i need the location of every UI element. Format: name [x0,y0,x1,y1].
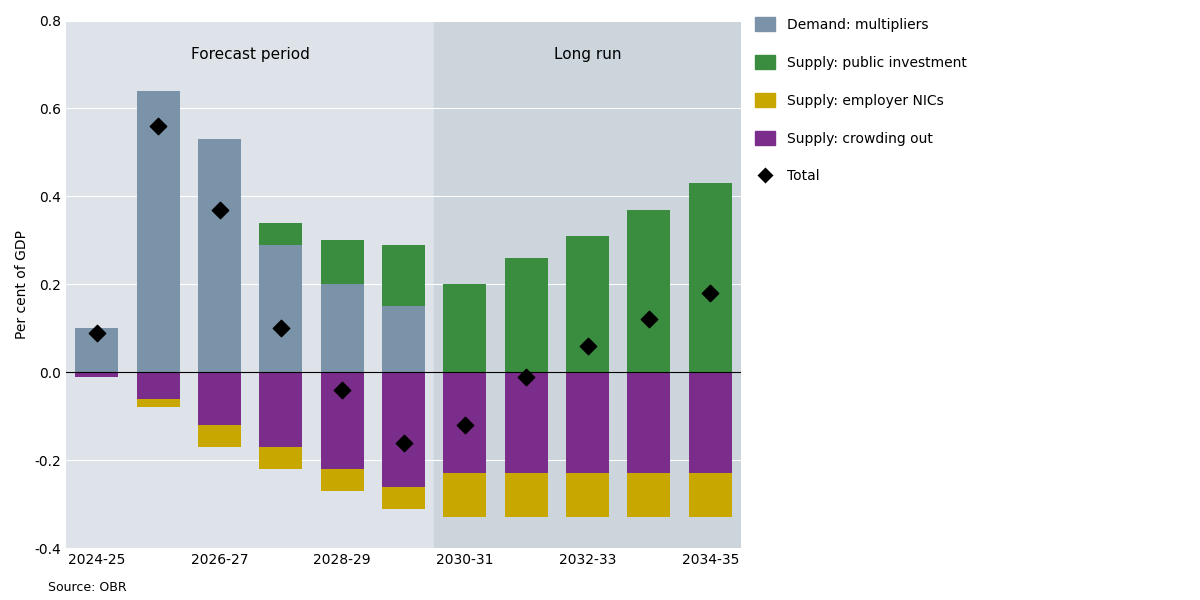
Bar [137,91,180,372]
Bar [628,372,671,473]
Text: Long run: Long run [554,47,622,62]
Bar [137,372,180,398]
Point [88,328,107,337]
Bar [689,473,732,517]
Bar [259,447,302,469]
Bar [689,183,732,372]
Bar [444,372,486,473]
Bar [198,139,241,372]
Bar [566,473,610,517]
Bar [76,328,119,372]
Bar [320,284,364,372]
Bar [259,372,302,447]
Bar [66,20,434,548]
Bar [382,487,425,509]
Bar [628,209,671,372]
Text: Source: OBR: Source: OBR [48,581,127,594]
Bar [198,372,241,425]
Bar [382,307,425,372]
Bar [320,372,364,469]
Bar [444,473,486,517]
Bar [320,241,364,284]
Bar [137,398,180,407]
Bar [566,372,610,473]
Point [578,341,598,350]
Bar [444,284,486,372]
Bar [689,372,732,473]
Point [394,438,413,448]
Bar [628,473,671,517]
Bar [505,473,547,517]
Bar [382,372,425,487]
Point [332,385,352,395]
Legend: Demand: multipliers,  , Supply: public investment,  , Supply: employer NICs,  , : Demand: multipliers, , Supply: public in… [755,17,966,184]
Point [149,121,168,131]
Point [517,372,536,382]
Bar [259,245,302,372]
Point [455,420,474,430]
Point [271,323,290,333]
Bar [434,20,740,548]
Point [701,289,720,298]
Bar [76,372,119,377]
Bar [566,236,610,372]
Point [640,314,659,324]
Bar [382,245,425,307]
Bar [198,425,241,447]
Bar [320,469,364,491]
Point [210,205,229,214]
Text: Forecast period: Forecast period [191,47,310,62]
Y-axis label: Per cent of GDP: Per cent of GDP [14,230,29,339]
Bar [259,223,302,245]
Bar [505,372,547,473]
Bar [505,258,547,372]
